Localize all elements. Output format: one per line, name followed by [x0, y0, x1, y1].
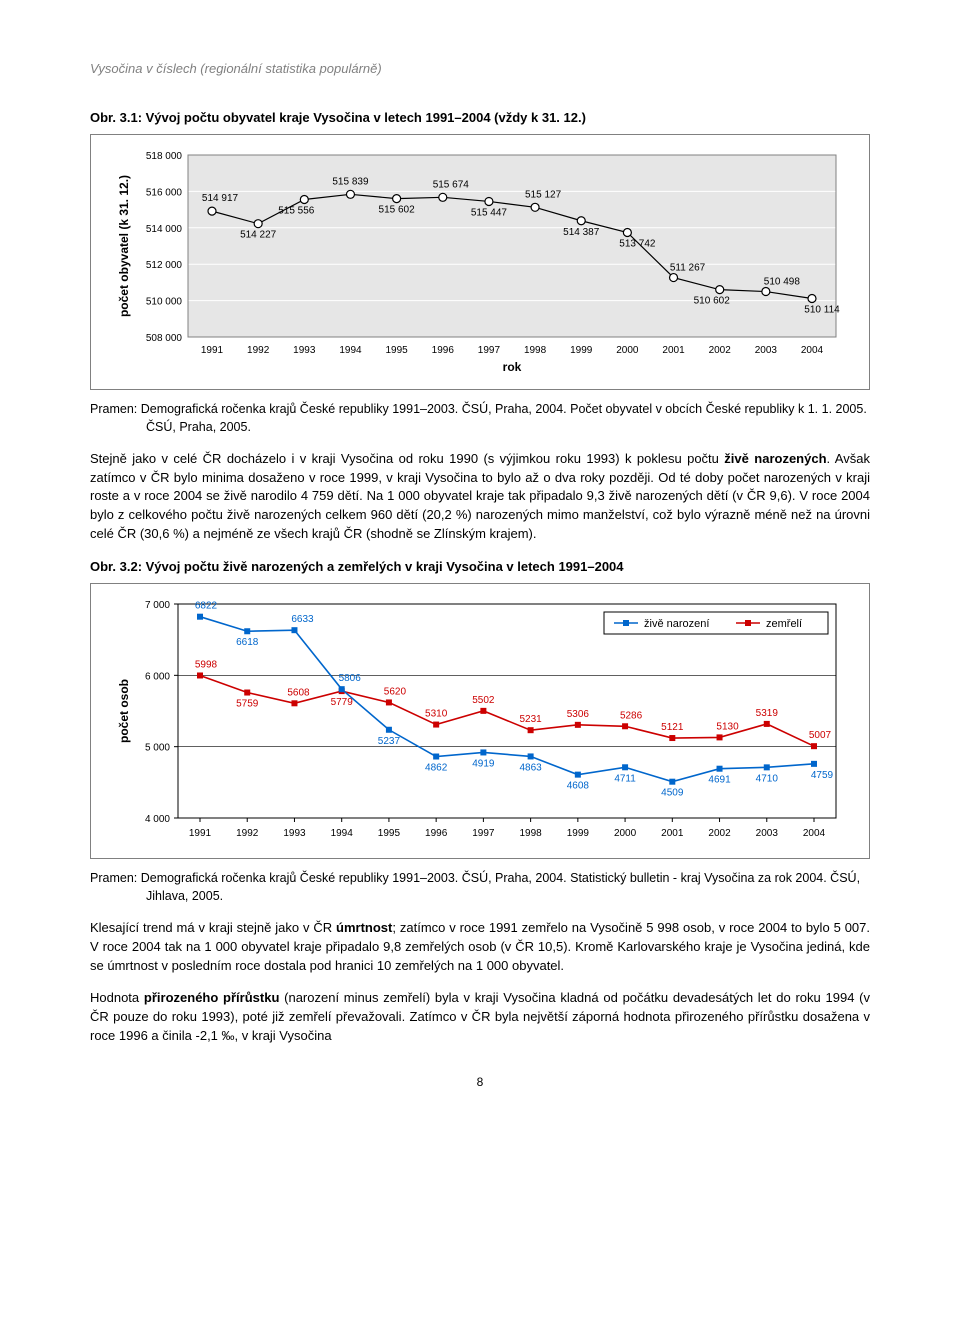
svg-text:4691: 4691 [708, 775, 731, 786]
svg-text:1995: 1995 [385, 345, 408, 356]
fig32-source: Pramen: Demografická ročenka krajů České… [90, 869, 870, 905]
svg-text:5998: 5998 [195, 659, 218, 670]
svg-text:515 674: 515 674 [433, 179, 470, 190]
svg-text:515 127: 515 127 [525, 189, 562, 200]
svg-text:514 000: 514 000 [146, 223, 183, 234]
svg-text:5608: 5608 [287, 687, 310, 698]
page-number: 8 [90, 1074, 870, 1091]
svg-text:518 000: 518 000 [146, 151, 183, 162]
svg-text:5319: 5319 [756, 708, 779, 719]
svg-text:5130: 5130 [716, 721, 739, 732]
svg-text:1997: 1997 [478, 345, 501, 356]
paragraph-1: Stejně jako v celé ČR docházelo i v kraj… [90, 450, 870, 544]
svg-text:2001: 2001 [661, 828, 684, 839]
svg-text:4509: 4509 [661, 788, 684, 799]
svg-text:5007: 5007 [809, 730, 832, 741]
svg-text:514 917: 514 917 [202, 193, 239, 204]
svg-text:515 556: 515 556 [278, 205, 315, 216]
svg-text:4608: 4608 [567, 780, 590, 791]
svg-text:počet osob: počet osob [117, 679, 131, 743]
svg-text:4759: 4759 [811, 770, 834, 781]
svg-text:510 498: 510 498 [764, 276, 801, 287]
svg-text:508 000: 508 000 [146, 333, 183, 344]
page-header: Vysočina v číslech (regionální statistik… [90, 60, 870, 79]
chart31-container: 508 000 510 000 512 000 514 000 516 000 518 0… [90, 134, 870, 390]
svg-text:1998: 1998 [524, 345, 547, 356]
paragraph-3: Hodnota přirozeného přírůstku (narození … [90, 989, 870, 1046]
chart31: 508 000 510 000 512 000 514 000 516 000 518 0… [107, 147, 853, 377]
svg-text:510 000: 510 000 [146, 296, 183, 307]
svg-text:2001: 2001 [662, 345, 685, 356]
svg-text:512 000: 512 000 [146, 260, 183, 271]
svg-text:1998: 1998 [519, 828, 542, 839]
svg-text:1994: 1994 [339, 345, 362, 356]
svg-text:510 114: 510 114 [804, 304, 840, 315]
svg-text:4711: 4711 [614, 773, 636, 784]
svg-text:6633: 6633 [291, 614, 314, 625]
svg-text:6 000: 6 000 [145, 671, 170, 682]
svg-text:4862: 4862 [425, 762, 448, 773]
svg-text:1991: 1991 [189, 828, 212, 839]
svg-text:5231: 5231 [519, 714, 542, 725]
svg-text:513 742: 513 742 [619, 238, 656, 249]
svg-text:2003: 2003 [755, 345, 778, 356]
svg-text:515 602: 515 602 [379, 204, 416, 215]
fig31-source: Pramen: Demografická ročenka krajů České… [90, 400, 870, 436]
svg-text:5806: 5806 [339, 673, 362, 684]
svg-text:5502: 5502 [472, 695, 495, 706]
svg-text:1992: 1992 [247, 345, 270, 356]
svg-text:počet obyvatel (k 31. 12.): počet obyvatel (k 31. 12.) [117, 175, 131, 317]
svg-text:5121: 5121 [661, 722, 684, 733]
chart32: 4 000 5 000 6 000 7 000 1991 1992 1993 1994 1995… [107, 596, 853, 846]
svg-text:1999: 1999 [570, 345, 593, 356]
chart32-container: 4 000 5 000 6 000 7 000 1991 1992 1993 1994 1995… [90, 583, 870, 859]
svg-text:1996: 1996 [425, 828, 448, 839]
fig32-title: Obr. 3.2: Vývoj počtu živě narozených a … [90, 558, 870, 577]
paragraph-2: Klesající trend má v kraji stejně jako v… [90, 919, 870, 976]
svg-text:515 839: 515 839 [332, 176, 369, 187]
svg-text:4863: 4863 [519, 762, 542, 773]
svg-text:1993: 1993 [283, 828, 306, 839]
svg-text:6822: 6822 [195, 601, 218, 612]
svg-text:510 602: 510 602 [694, 295, 731, 306]
svg-text:4710: 4710 [756, 773, 779, 784]
svg-text:6618: 6618 [236, 637, 259, 648]
svg-text:1992: 1992 [236, 828, 259, 839]
svg-text:2002: 2002 [708, 828, 731, 839]
svg-text:516 000: 516 000 [146, 187, 183, 198]
svg-text:515 447: 515 447 [471, 207, 508, 218]
svg-text:514 387: 514 387 [563, 226, 600, 237]
svg-text:2004: 2004 [801, 345, 824, 356]
svg-text:2003: 2003 [756, 828, 779, 839]
svg-text:rok: rok [503, 360, 522, 374]
svg-text:2002: 2002 [709, 345, 732, 356]
svg-text:5237: 5237 [378, 736, 401, 747]
svg-text:5306: 5306 [567, 709, 590, 720]
svg-text:2000: 2000 [616, 345, 639, 356]
svg-text:zemřelí: zemřelí [766, 618, 802, 630]
svg-text:5286: 5286 [620, 710, 643, 721]
svg-text:514 227: 514 227 [240, 229, 277, 240]
svg-text:1994: 1994 [331, 828, 354, 839]
svg-text:5759: 5759 [236, 698, 259, 709]
svg-text:5 000: 5 000 [145, 743, 170, 754]
svg-text:5310: 5310 [425, 708, 448, 719]
svg-text:4919: 4919 [472, 758, 495, 769]
svg-text:1999: 1999 [567, 828, 590, 839]
svg-text:5620: 5620 [384, 686, 407, 697]
svg-text:1993: 1993 [293, 345, 316, 356]
svg-text:5779: 5779 [331, 697, 354, 708]
svg-text:1996: 1996 [432, 345, 455, 356]
svg-text:4 000: 4 000 [145, 814, 170, 825]
svg-text:živě narození: živě narození [644, 618, 709, 630]
svg-text:1997: 1997 [472, 828, 495, 839]
svg-text:1991: 1991 [201, 345, 224, 356]
svg-text:7 000: 7 000 [145, 600, 170, 611]
fig31-title: Obr. 3.1: Vývoj počtu obyvatel kraje Vys… [90, 109, 870, 128]
svg-text:511 267: 511 267 [670, 262, 706, 273]
svg-text:1995: 1995 [378, 828, 401, 839]
svg-text:2004: 2004 [803, 828, 826, 839]
svg-text:2000: 2000 [614, 828, 637, 839]
